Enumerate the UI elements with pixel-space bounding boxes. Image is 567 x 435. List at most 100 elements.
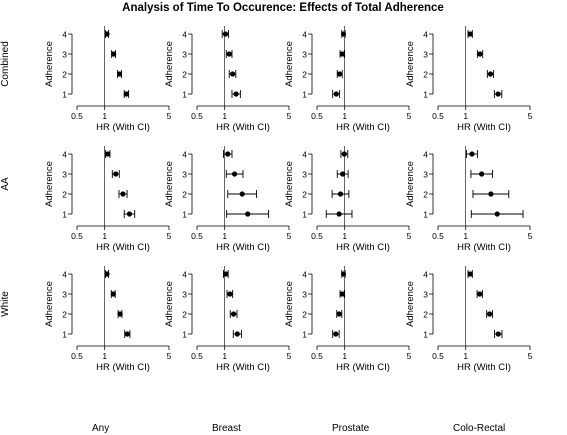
x-tick-label: 1	[102, 231, 107, 241]
hr-point-adh-3	[340, 171, 346, 177]
hr-point-adh-2	[231, 311, 237, 317]
y-tick-label: 1	[62, 90, 67, 100]
x-axis-label: HR (With CI)	[96, 362, 150, 373]
x-axis-label: HR (With CI)	[457, 362, 511, 373]
y-tick-label: 4	[423, 30, 428, 40]
hr-point-adh-1	[123, 91, 129, 97]
x-axis-label: HR (With CI)	[216, 362, 270, 373]
y-tick-label: 3	[62, 290, 67, 300]
y-tick-label: 1	[62, 330, 67, 340]
y-tick-label: 1	[182, 210, 187, 220]
hr-point-adh-3	[110, 291, 116, 297]
hr-point-adh-1	[333, 331, 339, 337]
y-tick-label: 1	[182, 90, 187, 100]
y-tick-label: 3	[302, 50, 307, 60]
hr-point-adh-1	[233, 91, 239, 97]
panel-aa-prostate: 1 2 3 4 Adherence 0.5 1 5 HR (With CI)	[284, 146, 412, 253]
panel-white-any: 1 2 3 4 Adherence 0.5 1 5 HR (With CI)	[44, 266, 172, 373]
x-tick-label: 0.5	[432, 231, 444, 241]
y-tick-label: 1	[302, 210, 307, 220]
hr-point-adh-3	[231, 171, 238, 177]
hr-point-adh-2	[487, 311, 493, 317]
y-axis-label: Adherence	[164, 41, 175, 87]
y-tick-label: 1	[182, 330, 187, 340]
y-tick-label: 3	[423, 170, 428, 180]
column-label-colo-rectal: Colo-Rectal	[453, 423, 505, 434]
x-tick-label: 1	[222, 351, 227, 361]
hr-point-adh-1	[494, 211, 500, 217]
x-tick-label: 1	[463, 231, 468, 241]
x-tick-label: 1	[102, 351, 107, 361]
x-axis-label: HR (With CI)	[336, 362, 390, 373]
hr-point-adh-4	[340, 31, 347, 37]
x-tick-label: 0.5	[311, 351, 323, 361]
y-tick-label: 2	[302, 310, 307, 320]
panel-white-breast: 1 2 3 4 Adherence 0.5 1 5 HR (With CI)	[164, 266, 292, 373]
y-axis-label: Adherence	[44, 281, 55, 327]
hr-point-adh-3	[226, 51, 232, 57]
y-tick-label: 2	[302, 190, 307, 200]
x-tick-label: 1	[463, 111, 468, 121]
y-axis-label: Adherence	[284, 161, 295, 207]
hr-point-adh-4	[467, 31, 473, 37]
panel-combined-colo-rectal: 1 2 3 4 Adherence 0.5 1 5 HR (With CI)	[405, 26, 533, 133]
x-tick-label: 5	[287, 231, 292, 241]
x-tick-label: 5	[528, 111, 533, 121]
x-tick-label: 5	[167, 111, 172, 121]
y-tick-label: 2	[62, 70, 67, 80]
y-tick-label: 4	[423, 150, 428, 160]
y-axis-label: Adherence	[405, 161, 416, 207]
figure-title: Analysis of Time To Occurence: Effects o…	[122, 2, 444, 14]
column-label-any: Any	[92, 423, 109, 434]
x-tick-label: 5	[167, 231, 172, 241]
x-tick-label: 0.5	[432, 111, 444, 121]
hr-point-adh-2	[120, 191, 126, 197]
y-tick-label: 1	[423, 330, 428, 340]
x-tick-label: 0.5	[311, 231, 323, 241]
hr-point-adh-2	[337, 191, 344, 197]
panel-aa-breast: 1 2 3 4 Adherence 0.5 1 5 HR (With CI)	[164, 146, 292, 253]
y-tick-label: 4	[62, 270, 67, 280]
y-axis-label: Adherence	[405, 281, 416, 327]
hr-point-adh-3	[113, 171, 119, 177]
panel-white-prostate: 1 2 3 4 Adherence 0.5 1 5 HR (With CI)	[284, 266, 412, 373]
hr-point-adh-2	[487, 71, 494, 77]
x-tick-label: 0.5	[191, 231, 203, 241]
x-tick-label: 1	[102, 111, 107, 121]
panel-aa-colo-rectal: 1 2 3 4 Adherence 0.5 1 5 HR (With CI)	[405, 146, 533, 253]
row-label-aa: AA	[0, 177, 11, 191]
hr-point-adh-3	[477, 51, 483, 57]
x-tick-label: 0.5	[311, 111, 323, 121]
y-tick-label: 3	[302, 290, 307, 300]
hr-point-adh-4	[104, 31, 110, 37]
hr-point-adh-4	[104, 271, 110, 277]
x-tick-label: 0.5	[191, 351, 203, 361]
hr-point-adh-4	[225, 151, 231, 157]
y-tick-label: 3	[62, 170, 67, 180]
y-tick-label: 4	[182, 270, 187, 280]
hr-point-adh-1	[124, 331, 130, 337]
hr-point-adh-1	[234, 331, 240, 337]
x-axis-label: HR (With CI)	[336, 242, 390, 253]
y-tick-label: 2	[423, 190, 428, 200]
y-tick-label: 2	[182, 310, 187, 320]
y-tick-label: 4	[302, 270, 307, 280]
hr-point-adh-2	[230, 71, 236, 77]
y-tick-label: 2	[423, 310, 428, 320]
hr-point-adh-3	[477, 291, 483, 297]
x-tick-label: 0.5	[71, 351, 83, 361]
y-tick-label: 3	[182, 50, 187, 60]
y-tick-label: 4	[423, 270, 428, 280]
hr-point-adh-2	[336, 311, 342, 317]
x-tick-label: 5	[528, 231, 533, 241]
y-tick-label: 1	[423, 90, 428, 100]
hr-point-adh-1	[495, 91, 501, 97]
hr-point-adh-4	[340, 271, 347, 277]
x-tick-label: 5	[287, 351, 292, 361]
hr-point-adh-2	[239, 191, 245, 197]
y-tick-label: 2	[182, 70, 187, 80]
hr-point-adh-4	[341, 151, 347, 157]
y-tick-label: 3	[62, 50, 67, 60]
